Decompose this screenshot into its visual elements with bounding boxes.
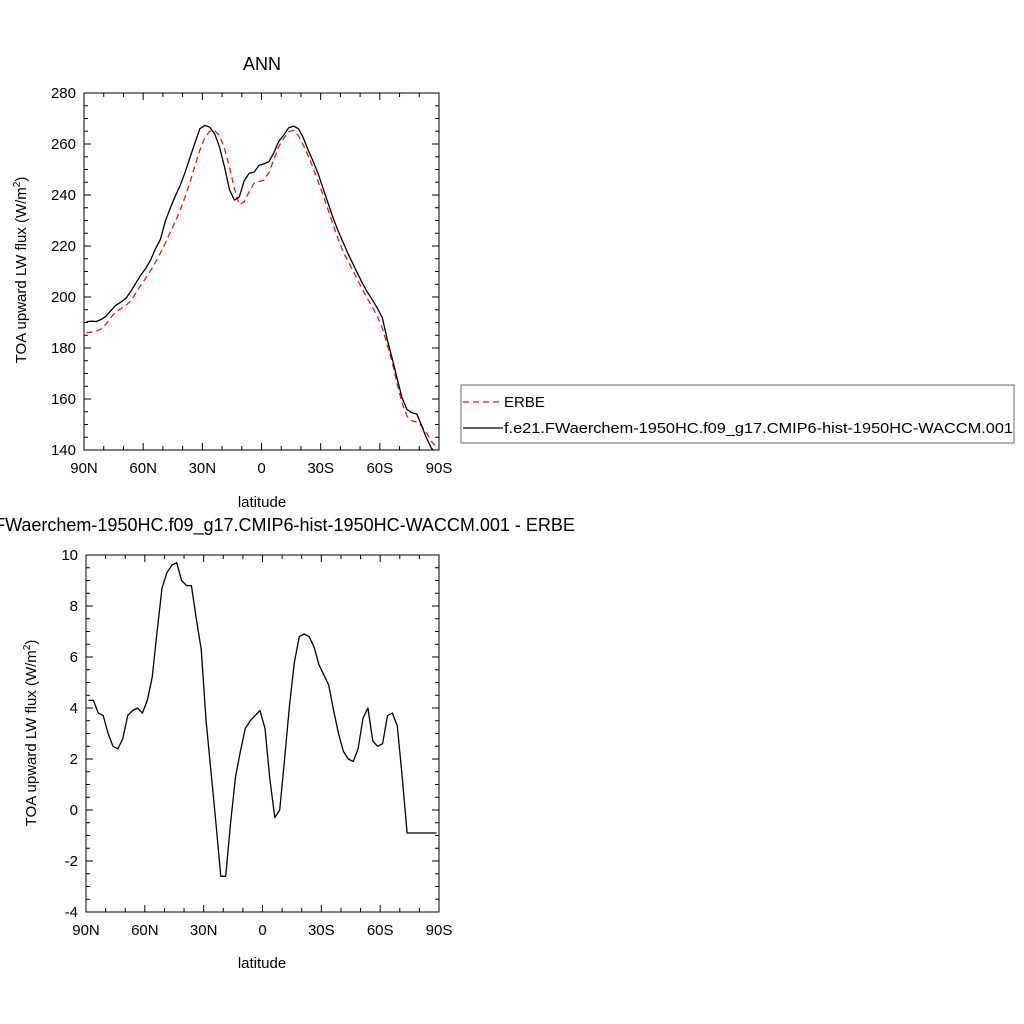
bottom-y-axis-title-main: TOA upward LW flux (W/m	[23, 650, 40, 826]
top-y-tick-label: 200	[51, 289, 76, 306]
top-x-tick-label: 60S	[366, 460, 393, 477]
top-y-tick-label: 180	[51, 340, 76, 357]
bottom-y-tick-label: 2	[70, 751, 78, 768]
top-series-line-0	[86, 129, 437, 448]
legend-box	[460, 384, 1015, 444]
top-x-tick-label: 90S	[426, 460, 453, 477]
bottom-x-tick-label: 30N	[190, 922, 218, 939]
top-x-tick-label: 90N	[70, 460, 98, 477]
top-panel: ANN latitude TOA upward LW flux (W/m2) 9…	[12, 54, 452, 511]
bottom-x-tick-label: 60N	[131, 922, 159, 939]
bottom-y-tick-label: 8	[70, 598, 78, 615]
top-x-tick-label: 30S	[307, 460, 334, 477]
bottom-y-tick-label: 10	[61, 547, 78, 564]
bottom-series-line-0	[88, 562, 437, 877]
top-y-tick-label: 240	[51, 187, 76, 204]
top-x-tick-label: 30N	[189, 460, 217, 477]
bottom-y-tick-label: -4	[65, 904, 78, 921]
bottom-x-tick-label: 90S	[426, 922, 453, 939]
bottom-x-tick-label: 0	[258, 922, 266, 939]
top-y-tick-label: 280	[51, 85, 76, 102]
top-y-tick-label: 160	[51, 391, 76, 408]
bottom-y-tick-label: -2	[65, 853, 78, 870]
top-x-axis-title: latitude	[238, 494, 286, 511]
bottom-x-tick-label: 30S	[308, 922, 335, 939]
top-y-tick-label: 220	[51, 238, 76, 255]
bottom-panel: f.e21.FWaerchem-1950HC.f09_g17.CMIP6-his…	[0, 515, 575, 972]
top-plot-frame	[83, 92, 440, 451]
top-x-tick-label: 60N	[129, 460, 157, 477]
top-chart-title: ANN	[243, 54, 281, 74]
top-y-axis-title-sup: 2	[12, 181, 23, 187]
top-y-axis-title-close: )	[13, 177, 30, 182]
top-series-lines	[86, 124, 437, 450]
top-y-axis-title: TOA upward LW flux (W/m2)	[12, 177, 30, 364]
bottom-y-tick-label: 6	[70, 649, 78, 666]
bottom-x-axis-title: latitude	[238, 955, 286, 972]
legend-label-erbe: ERBE	[504, 394, 545, 411]
bottom-plot-frame	[85, 554, 440, 913]
bottom-y-axis-title-close: )	[23, 640, 40, 645]
legend-label-model: f.e21.FWaerchem-1950HC.f09_g17.CMIP6-his…	[504, 420, 1013, 437]
top-x-tick-label: 0	[257, 460, 265, 477]
bottom-y-axis-title: TOA upward LW flux (W/m2)	[22, 640, 40, 827]
top-y-tick-label: 140	[51, 442, 76, 459]
top-series-line-1	[86, 124, 435, 450]
top-axes: 90N 60N 30N 0 30S 60S 90S 140 160 180 200 220 240 260…	[51, 85, 452, 477]
bottom-chart-title: f.e21.FWaerchem-1950HC.f09_g17.CMIP6-his…	[0, 515, 575, 536]
bottom-y-tick-label: 0	[70, 802, 78, 819]
bottom-x-tick-label: 60S	[367, 922, 394, 939]
bottom-y-tick-label: 4	[70, 700, 78, 717]
top-y-axis-title-main: TOA upward LW flux (W/m	[13, 187, 30, 363]
bottom-series-lines	[88, 562, 437, 877]
bottom-y-axis-title-sup: 2	[22, 644, 33, 650]
bottom-x-tick-label: 90N	[72, 922, 100, 939]
top-y-tick-label: 260	[51, 136, 76, 153]
legend: ERBE f.e21.FWaerchem-1950HC.f09_g17.CMIP…	[460, 384, 1015, 444]
